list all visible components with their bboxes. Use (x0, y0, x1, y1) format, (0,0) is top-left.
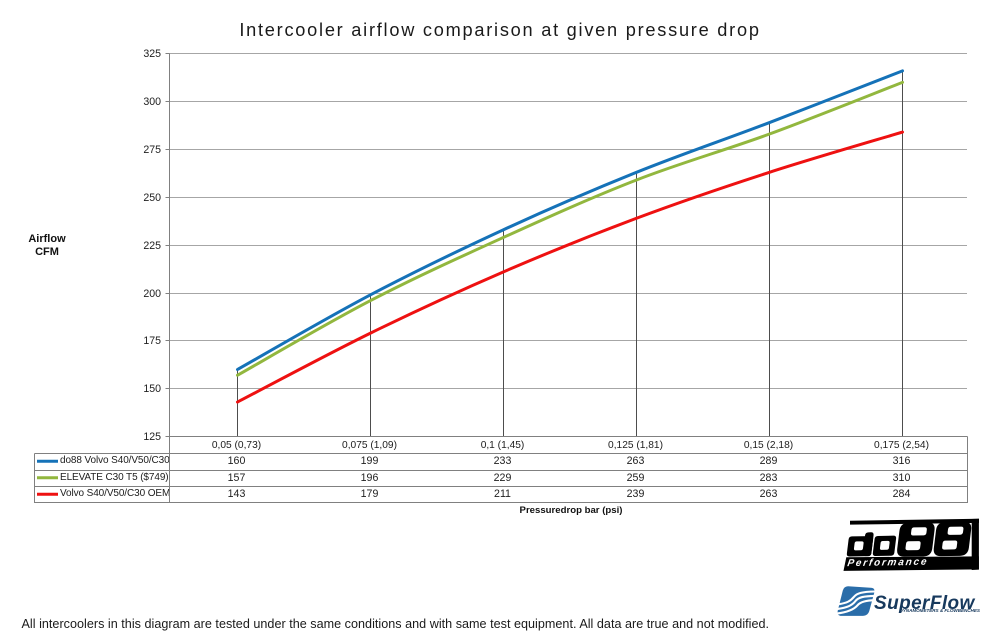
svg-text:SuperFlow: SuperFlow (874, 593, 976, 614)
svg-text:DYNAMOMETERS & FLOWBENCHES: DYNAMOMETERS & FLOWBENCHES (900, 608, 981, 613)
svg-text:Performance: Performance (847, 557, 930, 569)
